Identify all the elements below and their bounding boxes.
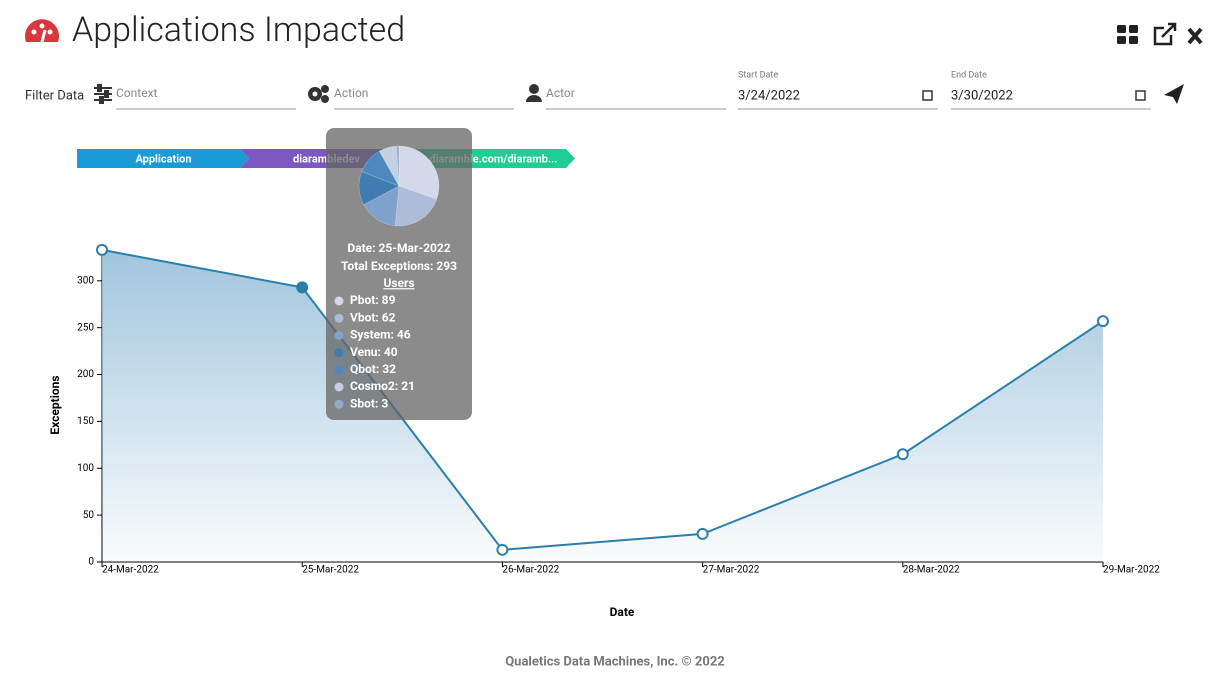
y-tick-label: 150 [77, 416, 94, 427]
tooltip-date: Date: 25-Mar-2022 [347, 241, 450, 255]
breadcrumb-item[interactable]: Application [77, 149, 249, 168]
calendar-icon [1135, 90, 1146, 101]
breadcrumb-arrow [77, 149, 249, 168]
legend-label: Cosmo2: 21 [350, 379, 415, 393]
legend-dot [334, 313, 344, 323]
start-date-value: 3/24/2022 [738, 88, 800, 103]
calendar-icon [922, 90, 933, 101]
line-chart: 0 50 100 150 200 250 300 24-Mar-2022 25-Mar-2022… [48, 243, 1160, 619]
y-tick-label: 50 [83, 510, 95, 521]
x-tick-label: 25-Mar-2022 [302, 565, 359, 576]
breadcrumb-label: Application [135, 152, 191, 165]
line [101, 248, 1104, 551]
action-placeholder: Action [334, 86, 368, 100]
legend-label: Vbot: 62 [350, 310, 396, 324]
legend-dot [334, 382, 344, 392]
send-button[interactable] [1164, 84, 1184, 104]
y-tick-label: 200 [77, 369, 94, 380]
start-date-input[interactable]: Start Date 3/24/2022 [738, 70, 938, 110]
legend-label: Pbot: 89 [350, 293, 396, 307]
legend-dot [334, 348, 344, 358]
x-tick-label: 24-Mar-2022 [102, 565, 159, 576]
filter-label: Filter Data [25, 88, 84, 103]
tooltip-total: Total Exceptions: 293 [341, 259, 457, 273]
point-marker[interactable] [896, 448, 909, 461]
legend-label: Venu: 40 [350, 345, 398, 359]
pie-slice [358, 171, 400, 206]
end-date-value: 3/30/2022 [951, 88, 1013, 103]
point-marker[interactable] [96, 243, 108, 256]
tooltip-heading: Users [383, 276, 414, 290]
legend-dot [334, 296, 344, 306]
point-marker[interactable] [496, 543, 509, 556]
context-placeholder: Context [116, 86, 158, 100]
legend-dot [334, 365, 344, 375]
y-tick-label: 250 [77, 322, 94, 333]
point-marker[interactable] [1097, 315, 1109, 328]
pie-slice [378, 145, 400, 187]
x-tick-label: 26-Mar-2022 [502, 565, 559, 576]
y-tick-label: 300 [77, 275, 94, 286]
page-title: Applications Impacted [72, 10, 405, 50]
grid-view-button[interactable] [1117, 25, 1138, 44]
action-input[interactable]: Action [334, 86, 514, 110]
x-axis-label: Date [610, 605, 635, 619]
actor-input[interactable]: Actor [546, 86, 726, 110]
footer: Qualetics Data Machines, Inc. © 2022 [505, 654, 725, 669]
pie-slice [396, 145, 400, 187]
legend-dot [334, 399, 344, 409]
legend-label: Sbot: 3 [350, 396, 388, 410]
x-tick-label: 27-Mar-2022 [703, 565, 760, 576]
y-axis-label: Exceptions [48, 375, 62, 434]
pie-slice [363, 185, 400, 227]
context-icon [94, 84, 112, 104]
legend-label: System: 46 [350, 328, 411, 342]
actor-placeholder: Actor [546, 86, 575, 100]
pie-slice [394, 185, 438, 227]
legend-dot [334, 330, 344, 340]
pie-slice [398, 145, 440, 200]
x-tick-label: 28-Mar-2022 [903, 565, 960, 576]
start-date-label: Start Date [738, 70, 778, 80]
y-tick-label: 100 [77, 463, 94, 474]
app-icon [24, 19, 60, 43]
area [102, 249, 1103, 562]
x-tick-label: 29-Mar-2022 [1103, 565, 1160, 576]
end-date-input[interactable]: End Date 3/30/2022 [951, 70, 1151, 110]
end-date-label: End Date [951, 70, 987, 80]
pie-slice [361, 150, 400, 187]
actor-icon [526, 84, 542, 102]
context-input[interactable]: Context [116, 86, 296, 110]
action-icon [308, 85, 329, 103]
legend-label: Qbot: 32 [350, 362, 396, 376]
close-button[interactable] [1187, 27, 1203, 45]
open-external-button[interactable] [1153, 22, 1177, 46]
point-marker[interactable] [296, 281, 309, 294]
point-marker[interactable] [696, 527, 709, 540]
y-tick-label: 0 [88, 557, 94, 568]
tooltip: Date: 25-Mar-2022 Total Exceptions: 293 Us… [326, 128, 472, 420]
